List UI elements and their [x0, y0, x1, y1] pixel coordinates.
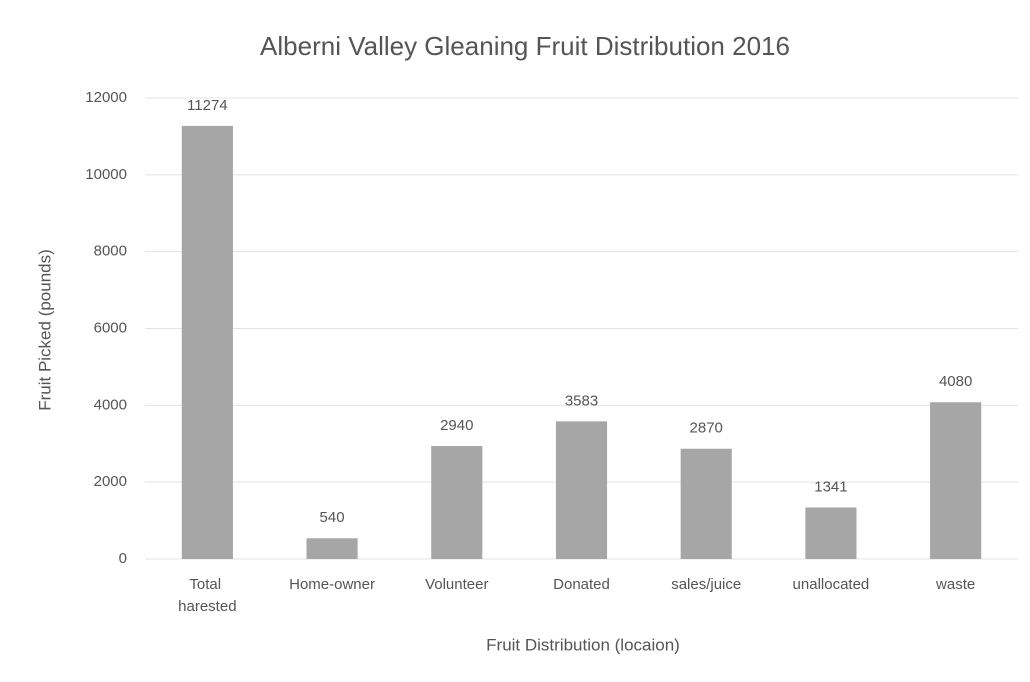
- data-label: 2870: [690, 420, 723, 437]
- data-label: 11274: [187, 97, 228, 114]
- x-tick-label: Total harested: [178, 576, 236, 615]
- y-tick-label: 0: [119, 550, 127, 567]
- x-axis-label: Fruit Distribution (locaion): [486, 635, 680, 654]
- data-label: 3583: [565, 392, 598, 409]
- y-tick-label: 8000: [94, 243, 127, 260]
- x-tick-label: unallocated: [793, 576, 870, 593]
- bar: [181, 125, 233, 559]
- bar: [555, 421, 608, 559]
- bar: [805, 507, 857, 559]
- x-tick-label: Home-owner: [289, 576, 375, 593]
- x-tick-label: waste: [935, 576, 975, 593]
- y-tick-label: 10000: [85, 166, 127, 183]
- bar: [680, 448, 732, 559]
- x-tick-label: Volunteer: [425, 576, 488, 593]
- bar: [930, 402, 982, 559]
- bar: [431, 446, 483, 559]
- y-tick-label: 12000: [85, 89, 127, 106]
- chart-title: Alberni Valley Gleaning Fruit Distributi…: [260, 31, 790, 61]
- x-tick-label: sales/juice: [671, 576, 741, 593]
- data-label: 540: [320, 509, 345, 526]
- data-label: 1341: [814, 478, 847, 495]
- bar: [306, 538, 358, 559]
- y-tick-label: 2000: [94, 473, 127, 490]
- y-tick-label: 4000: [94, 396, 127, 413]
- data-label: 2940: [440, 417, 473, 434]
- y-tick-label: 6000: [94, 319, 127, 336]
- x-tick-label: Donated: [553, 576, 610, 593]
- y-axis-label: Fruit Picked (pounds): [35, 249, 54, 411]
- data-label: 4080: [939, 373, 972, 390]
